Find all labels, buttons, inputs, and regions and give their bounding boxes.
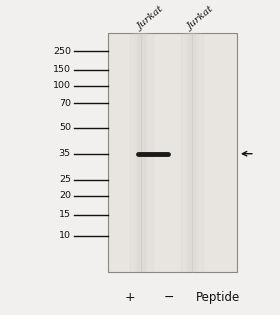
Text: 10: 10	[59, 231, 71, 240]
Bar	[137, 33, 146, 272]
Text: Jurkat: Jurkat	[136, 4, 165, 32]
Text: −: −	[164, 291, 175, 304]
Text: 20: 20	[59, 192, 71, 200]
Text: 250: 250	[53, 47, 71, 55]
Text: 150: 150	[53, 66, 71, 74]
Bar	[185, 33, 199, 272]
Text: Peptide: Peptide	[196, 291, 240, 304]
Text: 70: 70	[59, 99, 71, 108]
Text: 50: 50	[59, 123, 71, 132]
Bar	[130, 33, 153, 272]
Text: 100: 100	[53, 81, 71, 90]
Bar	[181, 33, 203, 272]
Text: 25: 25	[59, 175, 71, 184]
Bar	[188, 33, 196, 272]
Bar	[108, 33, 237, 272]
Text: +: +	[125, 291, 136, 304]
Text: 15: 15	[59, 210, 71, 219]
Bar	[134, 33, 148, 272]
Text: Jurkat: Jurkat	[186, 4, 216, 32]
Text: 35: 35	[59, 149, 71, 158]
